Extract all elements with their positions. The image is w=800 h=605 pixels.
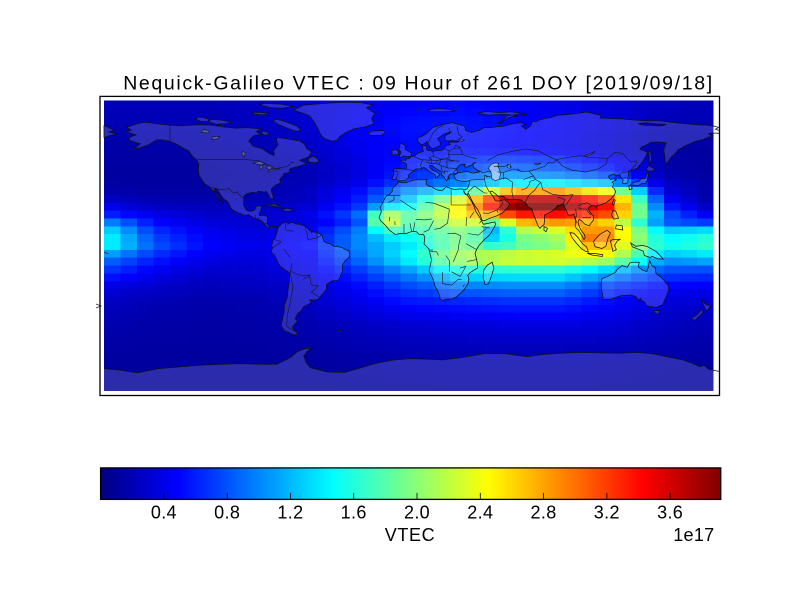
svg-text:2.4: 2.4 (467, 503, 493, 523)
svg-text:1.2: 1.2 (277, 503, 303, 523)
svg-text:1e17: 1e17 (673, 525, 714, 545)
svg-text:2.8: 2.8 (531, 503, 557, 523)
svg-text:3.2: 3.2 (594, 503, 620, 523)
svg-text:0.8: 0.8 (214, 503, 240, 523)
svg-text:VTEC: VTEC (385, 525, 435, 545)
svg-text:0.4: 0.4 (151, 503, 177, 523)
svg-text:Nequick-Galileo VTEC : 09 Hour: Nequick-Galileo VTEC : 09 Hour of 261 DO… (123, 73, 714, 95)
svg-text:3.6: 3.6 (657, 503, 683, 523)
svg-text:2.0: 2.0 (404, 503, 430, 523)
svg-text:1.6: 1.6 (341, 503, 367, 523)
